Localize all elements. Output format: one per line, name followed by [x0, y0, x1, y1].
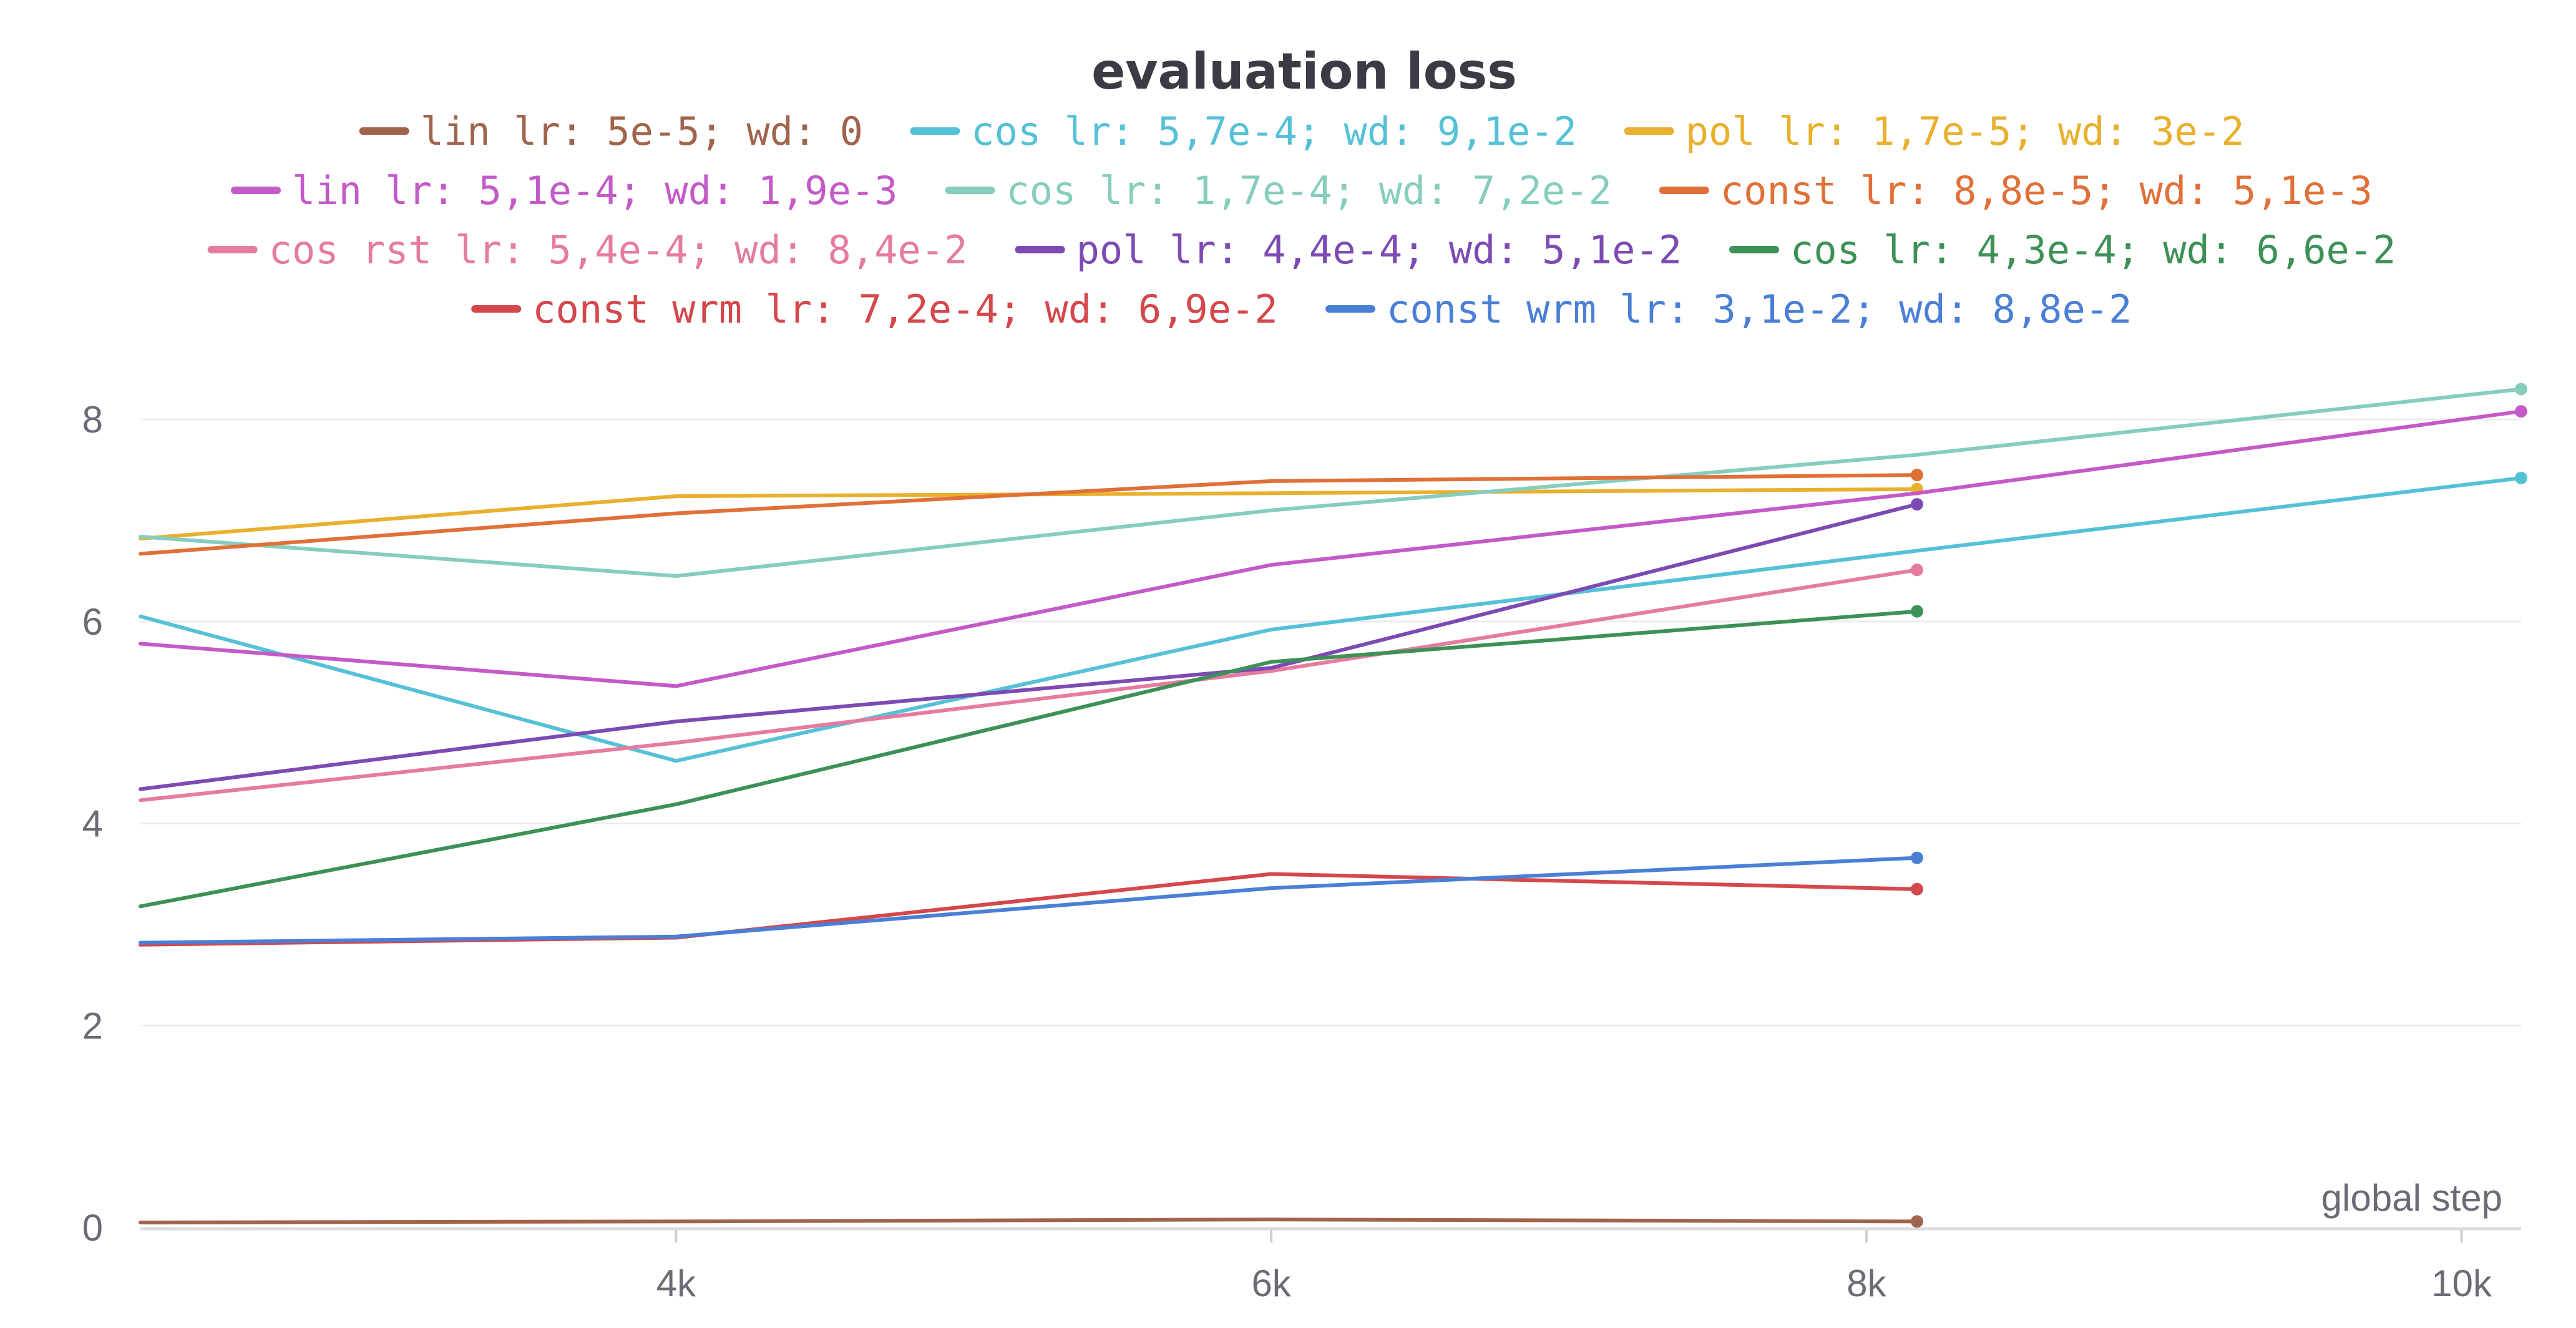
- series-cos-lr-1-7e-4-wd-7-2e-2[interactable]: [139, 383, 2527, 578]
- series-cos-lr-4-3e-4-wd-6-6e-2[interactable]: [139, 605, 1923, 909]
- chart-title: evaluation loss: [1091, 42, 1517, 100]
- legend-label: lin lr: 5e-5; wd: 0: [421, 109, 863, 154]
- x-tick-label-6k: 6k: [1251, 1262, 1291, 1304]
- series-pol-lr-1-7e-5-wd-3e-2[interactable]: [139, 482, 1923, 541]
- legend-item-const-wrm-lr-7-2e-4-wd-6-9e-2[interactable]: const wrm lr: 7,2e-4; wd: 6,9e-2: [471, 286, 1278, 332]
- legend-item-cos-lr-1-7e-4-wd-7-2e-2[interactable]: cos lr: 1,7e-4; wd: 7,2e-2: [945, 168, 1612, 213]
- series-line-pol-lr-4-4e-4-wd-5-1e-2[interactable]: [139, 502, 1919, 791]
- legend-label: cos rst lr: 5,4e-4; wd: 8,4e-2: [269, 227, 968, 273]
- series-line-cos-rst-lr-5-4e-4-wd-8-4e-2[interactable]: [139, 568, 1919, 803]
- legend-item-lin-lr-5-1e-4-wd-1-9e-3[interactable]: lin lr: 5,1e-4; wd: 1,9e-3: [231, 168, 898, 213]
- legend-item-const-lr-8-8e-5-wd-5-1e-3[interactable]: const lr: 8,8e-5; wd: 5,1e-3: [1659, 168, 2373, 213]
- series-end-point-cos-lr-5-7e-4-wd-9-1e-2[interactable]: [2515, 471, 2527, 484]
- legend-label: const wrm lr: 7,2e-4; wd: 6,9e-2: [532, 286, 1277, 332]
- series-cos-rst-lr-5-4e-4-wd-8-4e-2[interactable]: [139, 564, 1923, 803]
- series-end-point-cos-lr-4-3e-4-wd-6-6e-2[interactable]: [1910, 605, 1923, 618]
- series-line-cos-lr-1-7e-4-wd-7-2e-2[interactable]: [139, 387, 2523, 578]
- x-axis-title: global step: [2321, 1177, 2502, 1219]
- y-tick-label-8: 8: [82, 399, 103, 441]
- series-line-cos-lr-5-7e-4-wd-9-1e-2[interactable]: [139, 476, 2523, 763]
- y-tick-label-6: 6: [82, 601, 103, 643]
- x-tick-label-8k: 8k: [1847, 1262, 1886, 1304]
- series-end-point-const-wrm-lr-3-1e-2-wd-8-8e-2[interactable]: [1910, 851, 1923, 864]
- legend-label: const lr: 8,8e-5; wd: 5,1e-3: [1720, 168, 2373, 213]
- legend-item-pol-lr-1-7e-5-wd-3e-2[interactable]: pol lr: 1,7e-5; wd: 3e-2: [1624, 109, 2245, 154]
- series-const-wrm-lr-3-1e-2-wd-8-8e-2[interactable]: [139, 851, 1923, 945]
- series-lin-lr-5e-5-wd-0[interactable]: [139, 1215, 1923, 1228]
- series-line-lin-lr-5-1e-4-wd-1-9e-3[interactable]: [139, 409, 2523, 688]
- legend-label: cos lr: 4,3e-4; wd: 6,6e-2: [1790, 227, 2396, 273]
- series: [139, 383, 2527, 1228]
- series-line-pol-lr-1-7e-5-wd-3e-2[interactable]: [139, 487, 1919, 541]
- series-const-lr-8-8e-5-wd-5-1e-3[interactable]: [139, 469, 1923, 556]
- y-tick-label-2: 2: [82, 1005, 103, 1047]
- series-end-point-const-wrm-lr-7-2e-4-wd-6-9e-2[interactable]: [1910, 882, 1923, 896]
- series-cos-lr-5-7e-4-wd-9-1e-2[interactable]: [139, 471, 2527, 763]
- y-tick-label-4: 4: [82, 803, 103, 845]
- legend-item-const-wrm-lr-3-1e-2-wd-8-8e-2[interactable]: const wrm lr: 3,1e-2; wd: 8,8e-2: [1325, 286, 2132, 332]
- legend-label: pol lr: 1,7e-5; wd: 3e-2: [1686, 109, 2245, 154]
- series-line-const-wrm-lr-3-1e-2-wd-8-8e-2[interactable]: [139, 856, 1919, 945]
- legend-item-cos-lr-5-7e-4-wd-9-1e-2[interactable]: cos lr: 5,7e-4; wd: 9,1e-2: [910, 109, 1577, 154]
- series-end-point-cos-rst-lr-5-4e-4-wd-8-4e-2[interactable]: [1910, 564, 1923, 577]
- series-end-point-lin-lr-5-1e-4-wd-1-9e-3[interactable]: [2515, 405, 2527, 418]
- x-tick-label-4k: 4k: [656, 1262, 696, 1304]
- legend: lin lr: 5e-5; wd: 0 cos lr: 5,7e-4; wd: 9…: [207, 109, 2396, 332]
- grid: 0 2 4 6 8: [82, 399, 2521, 1249]
- legend-label: lin lr: 5,1e-4; wd: 1,9e-3: [292, 168, 898, 213]
- series-line-const-lr-8-8e-5-wd-5-1e-3[interactable]: [139, 473, 1919, 556]
- legend-label: pol lr: 4,4e-4; wd: 5,1e-2: [1076, 227, 1682, 273]
- legend-label: const wrm lr: 3,1e-2; wd: 8,8e-2: [1387, 286, 2132, 332]
- legend-label: cos lr: 5,7e-4; wd: 9,1e-2: [971, 109, 1577, 154]
- series-end-point-pol-lr-4-4e-4-wd-5-1e-2[interactable]: [1910, 498, 1923, 511]
- series-pol-lr-4-4e-4-wd-5-1e-2[interactable]: [139, 498, 1923, 791]
- series-end-point-lin-lr-5e-5-wd-0[interactable]: [1910, 1215, 1923, 1228]
- axes: 4k 6k 8k 10k: [140, 1227, 2521, 1304]
- legend-item-lin-lr-5e-5-wd-0[interactable]: lin lr: 5e-5; wd: 0: [359, 109, 863, 154]
- x-tick-label-10k: 10k: [2431, 1262, 2492, 1304]
- series-end-point-cos-lr-1-7e-4-wd-7-2e-2[interactable]: [2515, 383, 2527, 396]
- series-lin-lr-5-1e-4-wd-1-9e-3[interactable]: [139, 405, 2527, 688]
- legend-label: cos lr: 1,7e-4; wd: 7,2e-2: [1006, 168, 1612, 213]
- series-line-lin-lr-5e-5-wd-0[interactable]: [139, 1218, 1919, 1224]
- y-tick-label-0: 0: [82, 1207, 103, 1249]
- legend-item-pol-lr-4-4e-4-wd-5-1e-2[interactable]: pol lr: 4,4e-4; wd: 5,1e-2: [1015, 227, 1682, 273]
- legend-item-cos-lr-4-3e-4-wd-6-6e-2[interactable]: cos lr: 4,3e-4; wd: 6,6e-2: [1729, 227, 2396, 273]
- series-end-point-const-lr-8-8e-5-wd-5-1e-3[interactable]: [1910, 469, 1923, 482]
- series-line-cos-lr-4-3e-4-wd-6-6e-2[interactable]: [139, 609, 1919, 909]
- legend-item-cos-rst-lr-5-4e-4-wd-8-4e-2[interactable]: cos rst lr: 5,4e-4; wd: 8,4e-2: [207, 227, 968, 273]
